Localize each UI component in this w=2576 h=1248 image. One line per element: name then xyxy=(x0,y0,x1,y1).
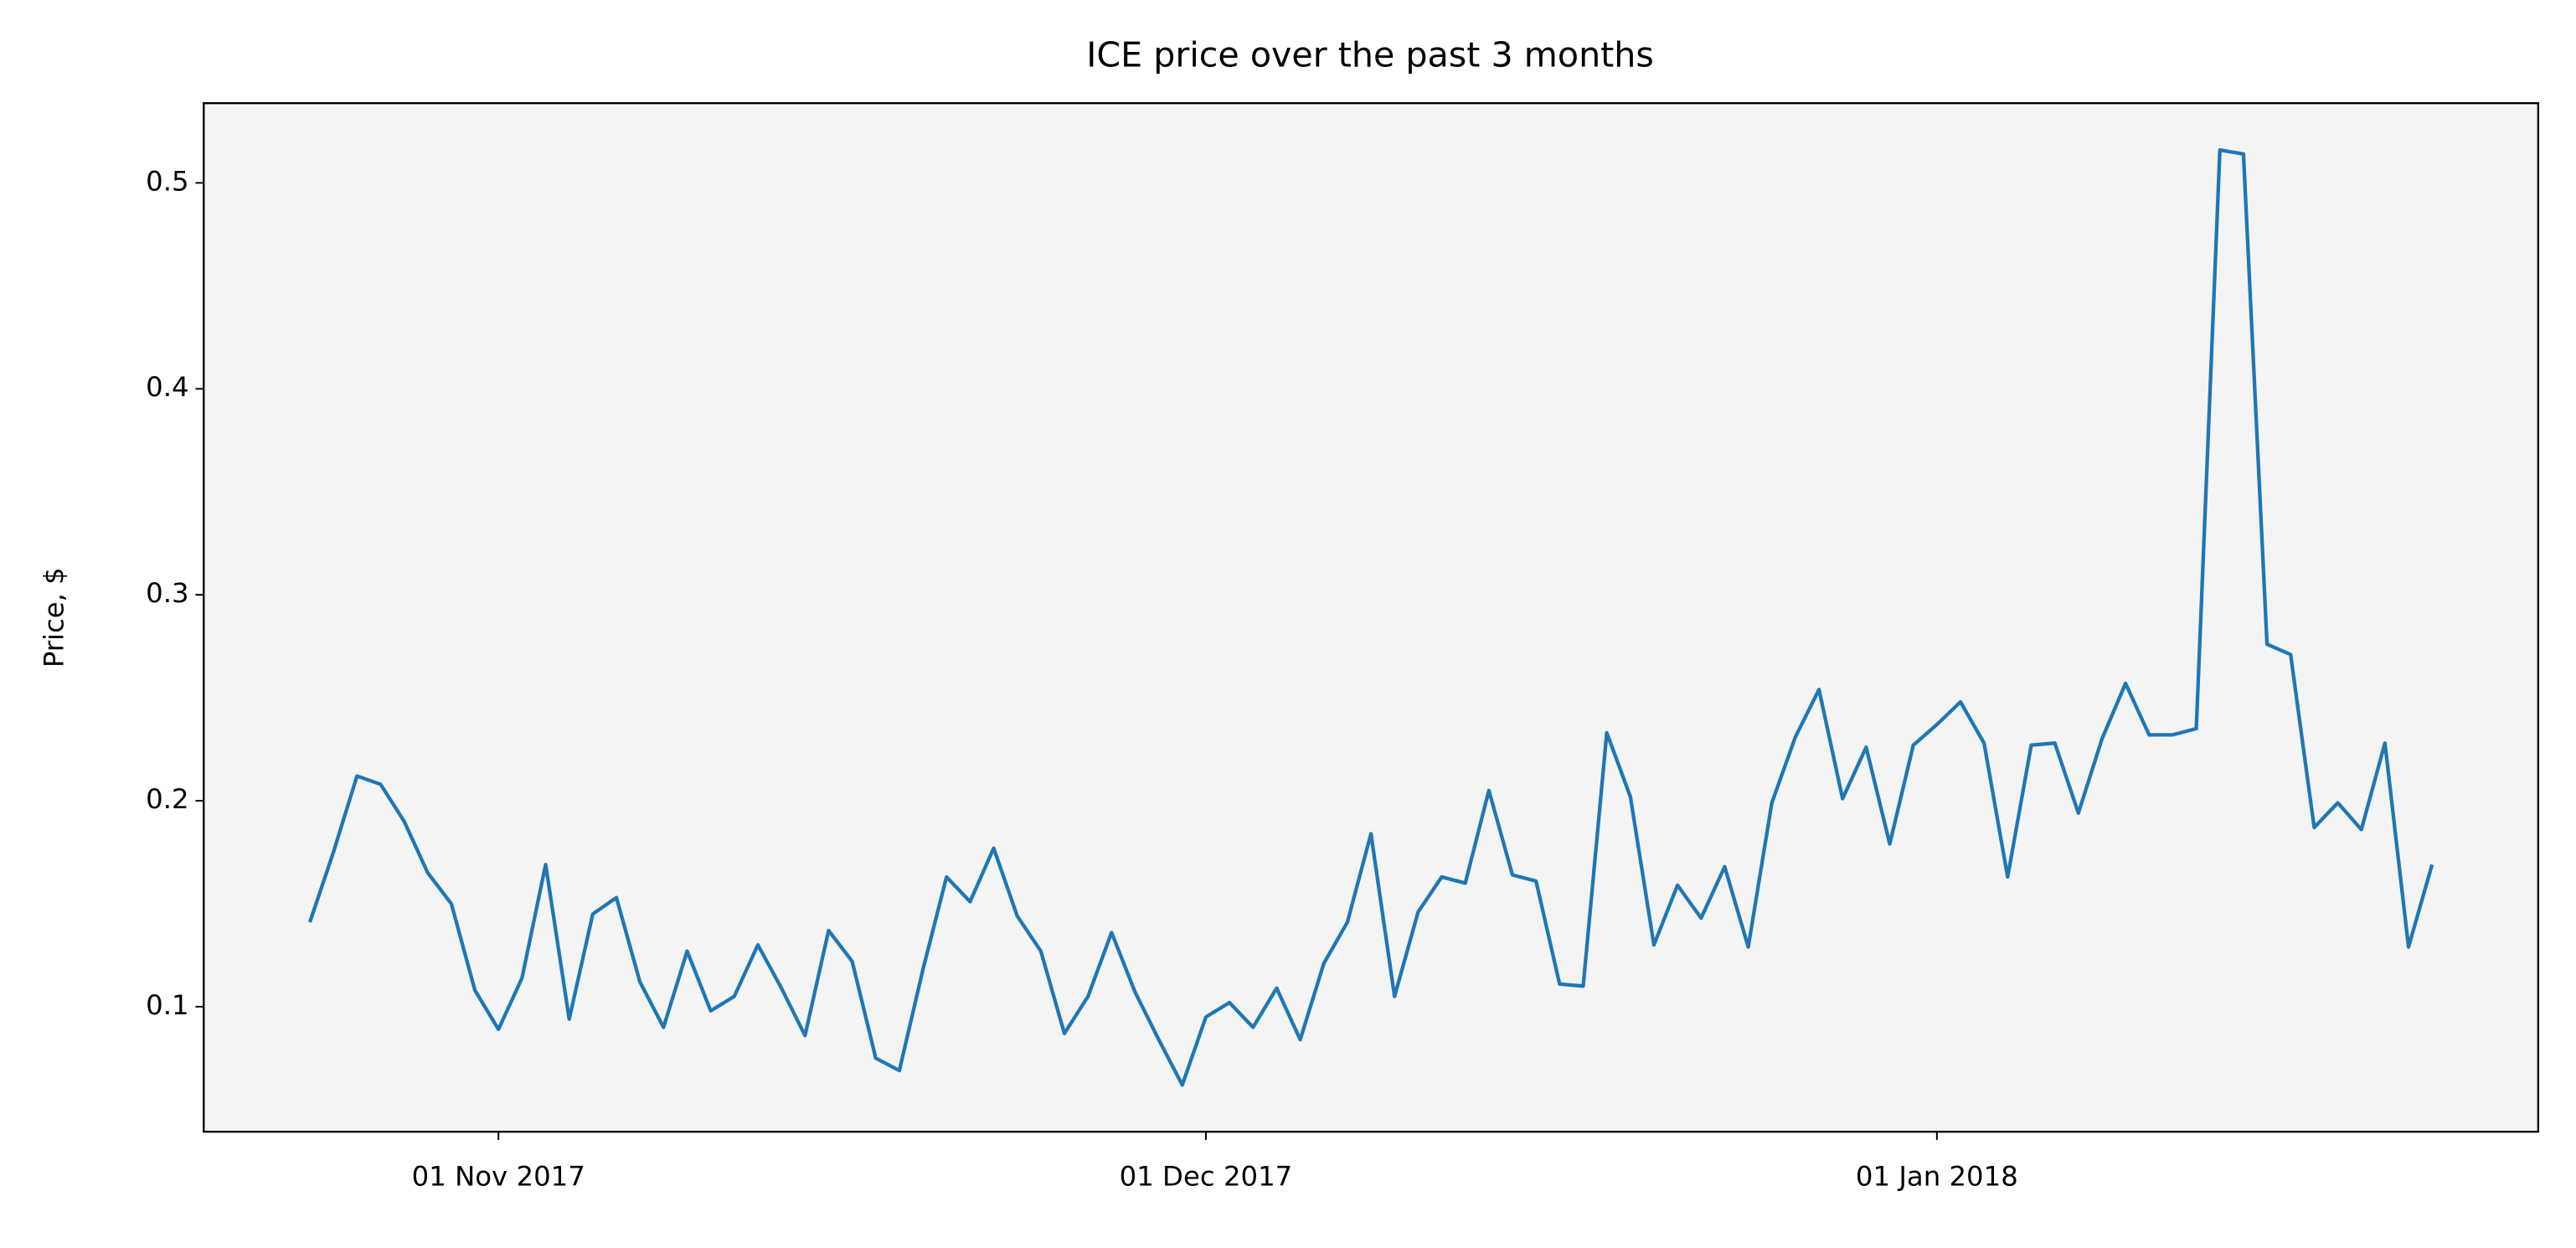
x-tick-label: 01 Dec 2017 xyxy=(1120,1161,1293,1193)
plot-background xyxy=(204,103,2538,1132)
y-tick-label: 0.5 xyxy=(146,165,188,197)
chart-title: ICE price over the past 3 months xyxy=(1086,34,1654,75)
plot-frame xyxy=(203,102,2540,1133)
x-tick-label: 01 Jan 2018 xyxy=(1856,1161,2018,1193)
y-tick-label: 0.4 xyxy=(146,371,188,403)
y-tick-label: 0.2 xyxy=(146,783,188,815)
y-axis-label: Price, $ xyxy=(39,567,70,668)
y-tick-label: 0.3 xyxy=(146,577,188,609)
y-tick-label: 0.1 xyxy=(146,989,188,1021)
x-tick-label: 01 Nov 2017 xyxy=(412,1161,585,1193)
line-series xyxy=(307,147,2434,1087)
